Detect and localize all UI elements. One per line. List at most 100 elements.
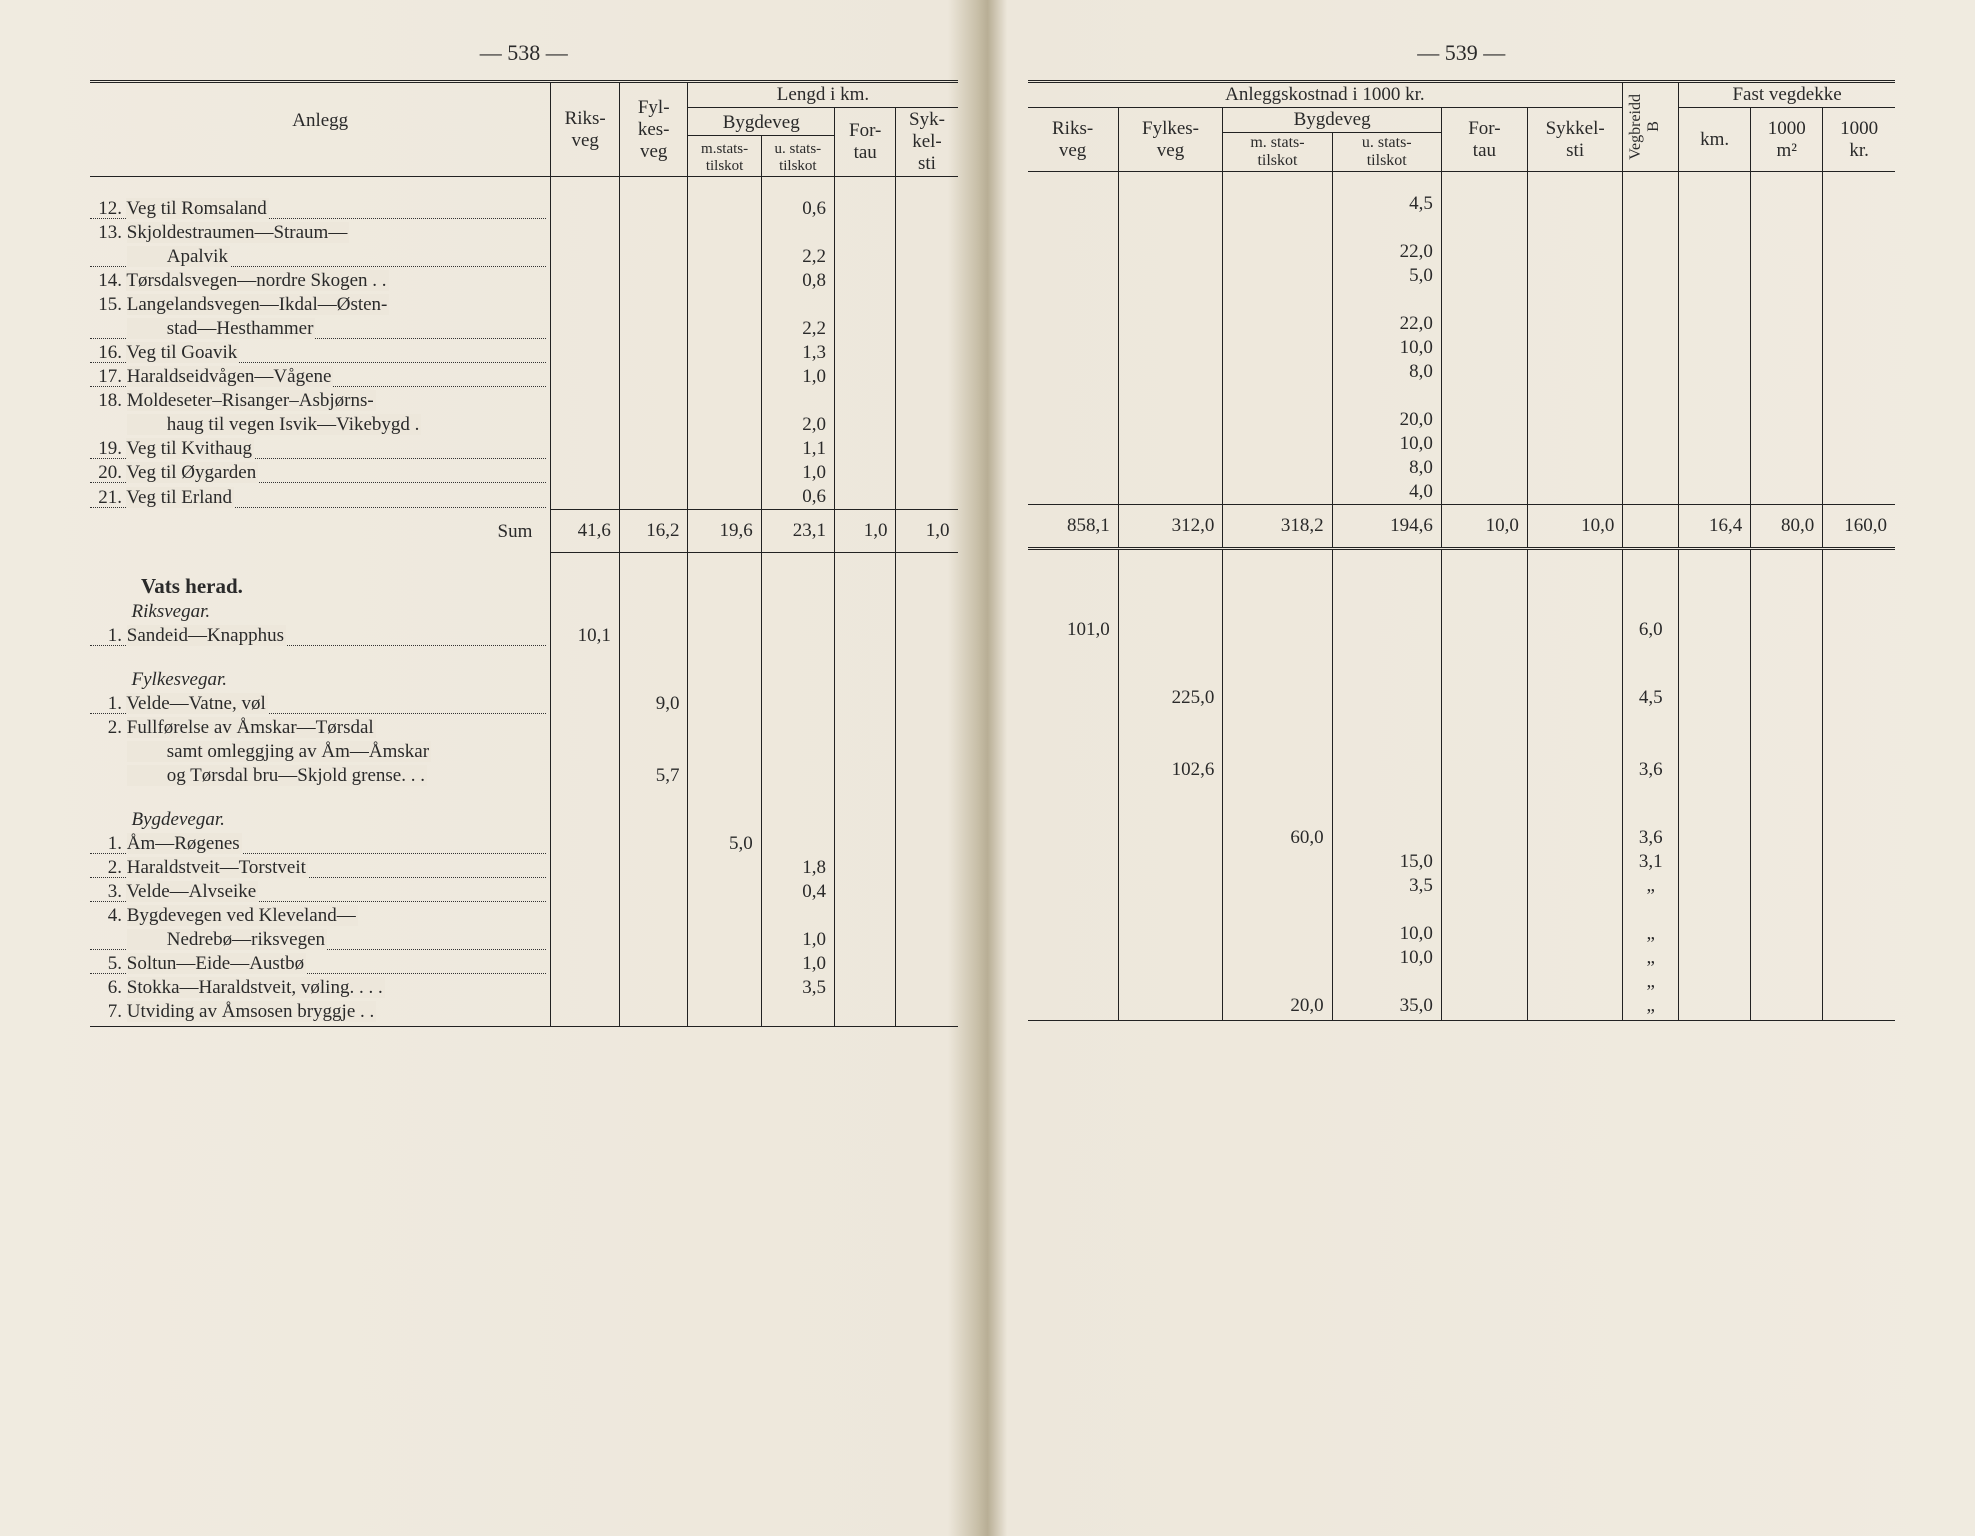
table-cell	[1823, 710, 1895, 734]
table-cell: 10,0	[1332, 922, 1441, 946]
anlegg-text: 12. Veg til Romsaland	[90, 197, 551, 221]
table-cell: 6,0	[1623, 618, 1679, 642]
table-cell	[1441, 240, 1527, 264]
table-cell	[1527, 480, 1622, 505]
col-r-ustats: u. stats- tilskot	[1332, 133, 1441, 172]
table-cell	[688, 1000, 761, 1024]
table-cell	[761, 389, 834, 413]
table-cell	[619, 437, 688, 461]
table-cell	[1751, 384, 1823, 408]
table-cell	[688, 269, 761, 293]
table-cell	[551, 245, 620, 269]
table-cell: 8,0	[1332, 360, 1441, 384]
table-cell	[1441, 456, 1527, 480]
table-cell: 2,0	[761, 413, 834, 437]
table-cell	[1223, 432, 1332, 456]
anlegg-text: 16. Veg til Goavik	[90, 341, 551, 365]
table-cell	[1527, 288, 1622, 312]
table-cell	[1028, 384, 1119, 408]
table-cell	[1332, 216, 1441, 240]
table-cell	[619, 716, 688, 740]
table-cell	[1679, 874, 1751, 898]
table-cell	[1527, 360, 1622, 384]
table-cell: 20,0	[1332, 408, 1441, 432]
table-cell	[1223, 216, 1332, 240]
table-cell	[1223, 946, 1332, 970]
table-cell	[1332, 288, 1441, 312]
table-cell	[1441, 618, 1527, 642]
table-cell	[896, 856, 958, 880]
table-cell	[551, 365, 620, 389]
table-cell	[1527, 336, 1622, 360]
table-cell	[1823, 734, 1895, 758]
table-cell	[1679, 994, 1751, 1018]
table-cell	[1751, 686, 1823, 710]
table-cell	[1679, 618, 1751, 642]
table-cell	[834, 1000, 895, 1024]
col-anleggskostnad: Anleggskostnad i 1000 kr.	[1028, 82, 1623, 108]
col-fylkesveg: Fyl- kes- veg	[619, 82, 688, 177]
table-cell	[1823, 898, 1895, 922]
sum-r-fylkes: 312,0	[1118, 505, 1223, 549]
table-cell	[1679, 734, 1751, 758]
anlegg-text: 2. Haraldstveit—Torstveit	[90, 856, 551, 880]
anlegg-text: samt omleggjing av Åm—Åmskar	[90, 740, 551, 764]
table-cell	[1823, 384, 1895, 408]
table-cell	[896, 317, 958, 341]
table-cell	[551, 1000, 620, 1024]
table-cell	[1118, 970, 1223, 994]
table-cell	[1028, 288, 1119, 312]
table-cell	[1223, 336, 1332, 360]
table-cell: 10,0	[1332, 946, 1441, 970]
table-cell: „	[1623, 994, 1679, 1018]
table-cell	[896, 197, 958, 221]
table-cell	[1527, 898, 1622, 922]
table-cell	[551, 832, 620, 856]
table-cell	[1527, 922, 1622, 946]
table-cell	[1823, 618, 1895, 642]
col-r-fortau: For- tau	[1441, 108, 1527, 172]
col-kr: 1000 kr.	[1823, 108, 1895, 172]
table-cell	[1118, 264, 1223, 288]
table-cell	[1823, 336, 1895, 360]
table-cell	[1623, 734, 1679, 758]
table-cell	[1623, 456, 1679, 480]
table-cell	[761, 624, 834, 648]
table-cell	[1441, 288, 1527, 312]
table-cell	[896, 740, 958, 764]
sum-ms: 19,6	[688, 510, 761, 553]
table-cell: 3,6	[1623, 758, 1679, 782]
table-cell	[1751, 312, 1823, 336]
page-number-left: — 538 —	[90, 40, 958, 66]
table-cell	[1223, 192, 1332, 216]
table-cell	[551, 341, 620, 365]
table-cell	[1679, 898, 1751, 922]
table-cell: 3,5	[761, 976, 834, 1000]
sum-sykkel: 1,0	[896, 510, 958, 553]
sum-r-sykkel: 10,0	[1527, 505, 1622, 549]
table-cell	[1223, 734, 1332, 758]
table-cell	[1679, 710, 1751, 734]
table-cell	[1028, 408, 1119, 432]
table-cell	[551, 461, 620, 485]
table-cell	[834, 269, 895, 293]
table-cell	[1527, 216, 1622, 240]
table-cell	[1028, 456, 1119, 480]
table-cell	[1751, 826, 1823, 850]
table-cell	[834, 952, 895, 976]
table-cell	[688, 365, 761, 389]
table-cell	[1118, 946, 1223, 970]
table-cell: 1,1	[761, 437, 834, 461]
table-cell	[1527, 758, 1622, 782]
anlegg-text: Apalvik	[90, 245, 551, 269]
table-cell	[1118, 456, 1223, 480]
table-cell	[1623, 360, 1679, 384]
table-cell	[1223, 240, 1332, 264]
left-table: Riks- veg Fyl- kes- veg Lengd i km. Anle…	[90, 80, 958, 1027]
table-cell	[1623, 312, 1679, 336]
sum-fylkes: 16,2	[619, 510, 688, 553]
table-cell	[551, 389, 620, 413]
table-cell	[1118, 288, 1223, 312]
table-cell	[1223, 970, 1332, 994]
anlegg-text: 1. Velde—Vatne, vøl	[90, 692, 551, 716]
